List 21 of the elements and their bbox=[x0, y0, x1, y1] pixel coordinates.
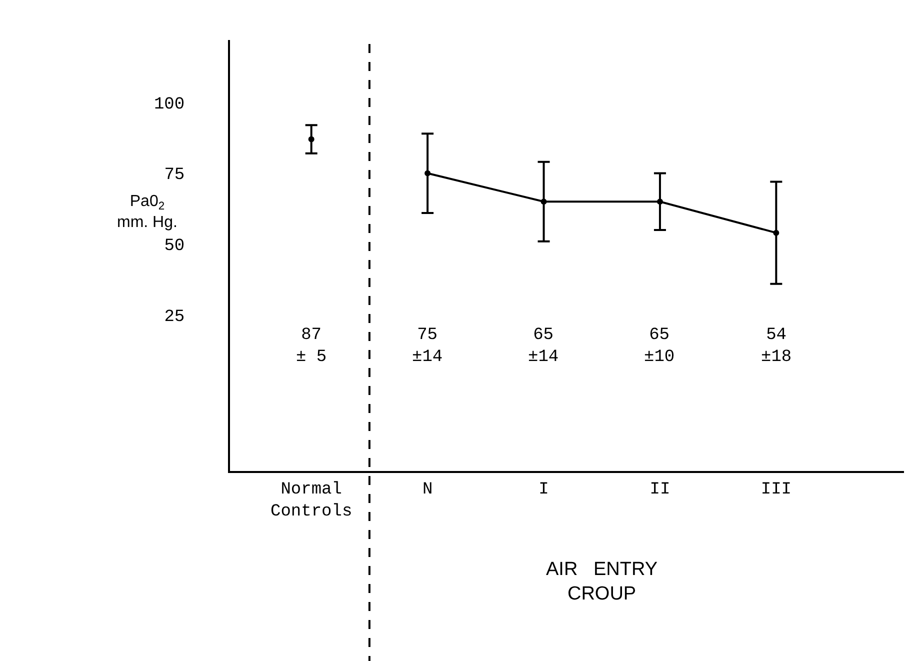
annotation: 75 ±14 bbox=[412, 326, 443, 368]
annotation: 54 ±18 bbox=[761, 326, 792, 368]
y-axis-title: Pa0$_{2}$ mm. Hg. bbox=[117, 193, 178, 231]
x-tick-label: III bbox=[760, 480, 792, 500]
x-tick-label: Normal Controls bbox=[270, 480, 352, 522]
annotation: 87 ± 5 bbox=[296, 326, 327, 368]
point bbox=[424, 170, 431, 176]
y-tick-label: 25 bbox=[164, 308, 185, 327]
point bbox=[308, 136, 314, 142]
y-tick-label: 75 bbox=[164, 166, 185, 186]
x-axis-title: AIR ENTRY CROUP bbox=[546, 559, 658, 605]
y-tick-label: 100 bbox=[154, 95, 185, 114]
x-tick-label: II bbox=[650, 480, 670, 500]
annotation: 65 ±10 bbox=[644, 326, 675, 368]
x-tick-label: N bbox=[422, 480, 433, 500]
point bbox=[540, 198, 547, 205]
x-tick-label: I bbox=[538, 480, 549, 500]
point bbox=[773, 230, 780, 236]
y-tick-label: 50 bbox=[164, 237, 185, 256]
annotation: 65 ±14 bbox=[528, 326, 559, 368]
point bbox=[656, 198, 663, 205]
